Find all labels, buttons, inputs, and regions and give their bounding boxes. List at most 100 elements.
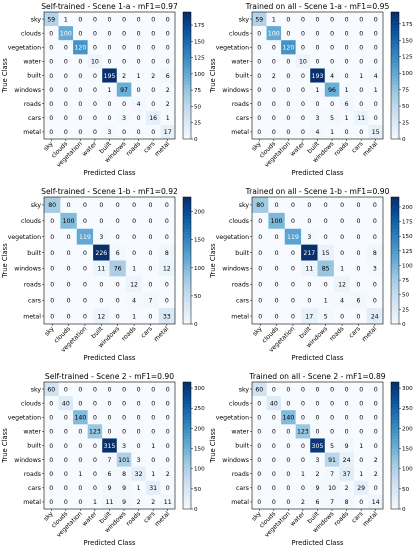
cell-value-label: 37: [343, 471, 351, 478]
cell-value-label: 0: [151, 457, 155, 464]
heatmap-cell: [252, 438, 267, 453]
cell-value-label: 0: [340, 313, 344, 320]
cell-value-label: 0: [151, 429, 155, 436]
colorbar-segment: [183, 314, 191, 318]
cell-value-label: 0: [272, 457, 276, 464]
cell-value-label: 0: [148, 266, 152, 273]
cell-value-label: 0: [275, 266, 279, 273]
colorbar-segment: [391, 292, 399, 296]
cell-value-label: 0: [99, 282, 103, 289]
heatmap-cell: [301, 228, 318, 245]
cell-value-label: 0: [272, 59, 276, 66]
cell-value-label: 0: [132, 250, 136, 257]
heatmap-cell: [160, 68, 176, 83]
colorbar-segment: [391, 62, 399, 67]
heatmap-cell: [266, 68, 282, 83]
heatmap-cell: [145, 26, 161, 41]
colorbar-segment: [183, 263, 191, 268]
heatmap-cell: [60, 212, 77, 229]
heatmap-cell: [131, 452, 147, 467]
heatmap-cell: [353, 396, 369, 411]
heatmap-cell: [266, 396, 282, 411]
cell-value-label: 0: [132, 234, 136, 241]
cell-value-label: 0: [83, 313, 87, 320]
cell-value-label: 0: [49, 457, 53, 464]
cell-value-label: 0: [122, 101, 126, 108]
cell-value-label: 10: [91, 59, 99, 66]
colorbar-tick-label: 100: [194, 266, 205, 272]
cell-value-label: 0: [330, 400, 334, 407]
heatmap-cell: [58, 68, 74, 83]
heatmap-cell: [76, 292, 94, 309]
heatmap-cell: [324, 96, 340, 111]
cell-value-label: 0: [49, 415, 53, 422]
cell-value-label: 0: [148, 202, 152, 209]
cell-value-label: 0: [49, 471, 53, 478]
cell-value-label: 0: [340, 250, 344, 257]
cell-value-label: 0: [137, 443, 141, 450]
heatmap-cell: [339, 480, 355, 496]
cell-value-label: 0: [301, 45, 305, 52]
cell-value-label: 0: [151, 87, 155, 94]
cell-value-label: 0: [275, 202, 279, 209]
cell-value-label: 0: [286, 400, 290, 407]
cell-value-label: 9: [345, 443, 349, 450]
cell-value-label: 0: [359, 429, 363, 436]
heatmap-cell: [73, 466, 88, 481]
heatmap-cell: [116, 124, 132, 140]
cell-value-label: 10: [328, 485, 336, 492]
heatmap-cell: [281, 26, 296, 41]
cell-value-label: 0: [151, 59, 155, 66]
heatmap-cell: [87, 396, 103, 411]
heatmap-cell: [324, 424, 340, 439]
heatmap-cell: [44, 124, 59, 140]
colorbar-segment: [391, 410, 399, 415]
colorbar-segment: [391, 270, 399, 274]
y-tick-label: water: [23, 59, 41, 66]
cell-value-label: 0: [78, 87, 82, 94]
colorbar-segment: [183, 423, 191, 427]
colorbar-tick-label: 125: [194, 56, 205, 62]
heatmap-cell: [339, 396, 355, 411]
cell-value-label: 0: [93, 457, 97, 464]
heatmap-cell: [310, 480, 325, 496]
colorbar-segment: [183, 65, 191, 70]
cell-value-label: 0: [291, 313, 295, 320]
heatmap-cell: [116, 82, 132, 97]
heatmap-cell: [295, 396, 311, 411]
heatmap-cell: [353, 110, 369, 126]
y-tick-label: metal: [231, 499, 249, 506]
heatmap-cell: [58, 452, 74, 467]
heatmap-cell: [73, 410, 88, 425]
cell-value-label: 1: [93, 499, 97, 506]
heatmap-cell: [60, 260, 77, 277]
cell-value-label: 0: [272, 485, 276, 492]
cell-value-label: 1: [316, 87, 320, 94]
heatmap-cell: [252, 212, 269, 229]
heatmap-cell: [310, 396, 325, 411]
cell-value-label: 193: [312, 73, 324, 80]
colorbar-segment: [391, 397, 399, 402]
heatmap-cell: [301, 244, 318, 261]
heatmap-cell: [281, 54, 296, 69]
heatmap-cell: [281, 382, 296, 397]
colorbar-segment: [183, 231, 191, 236]
cell-value-label: 1: [137, 485, 141, 492]
cell-value-label: 2: [137, 499, 141, 506]
colorbar-segment: [391, 263, 399, 268]
colorbar-segment: [183, 216, 191, 220]
cell-value-label: 0: [359, 101, 363, 108]
cell-value-label: 0: [116, 218, 120, 225]
heatmap-cell: [116, 54, 132, 69]
heatmap-cell: [76, 308, 94, 325]
colorbar-segment: [183, 483, 191, 488]
cell-value-label: 2: [374, 457, 378, 464]
colorbar-segment: [183, 470, 191, 475]
colorbar-segment: [391, 311, 399, 315]
heatmap-cell: [44, 438, 59, 453]
colorbar-segment: [391, 209, 399, 214]
colorbar-segment: [391, 15, 399, 19]
x-axis-label: Predicted Class: [84, 354, 136, 362]
cell-value-label: 11: [305, 266, 313, 273]
heatmap-cell: [339, 110, 355, 126]
